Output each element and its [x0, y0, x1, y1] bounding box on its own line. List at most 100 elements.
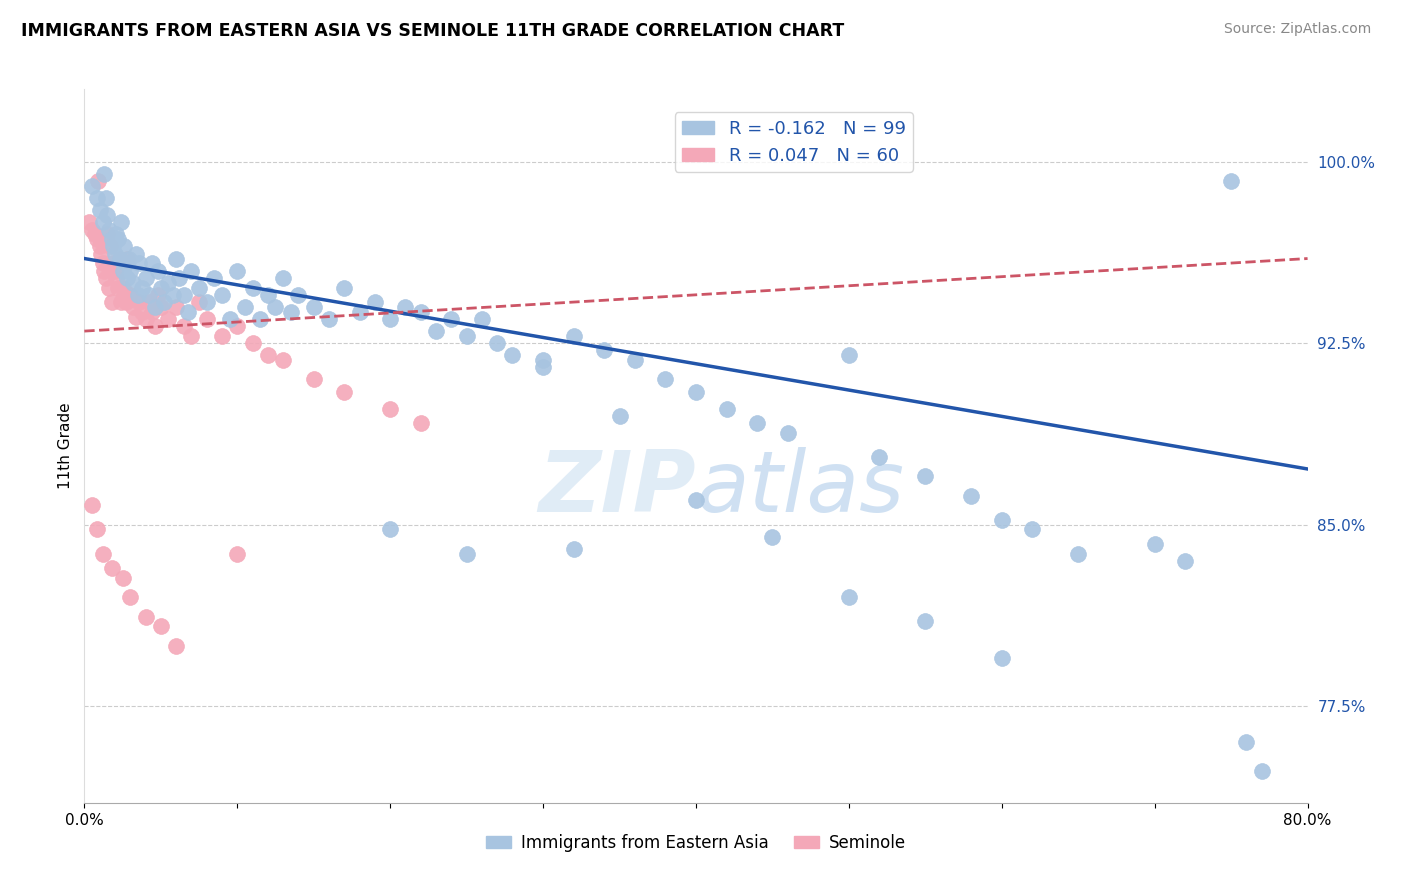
Point: [761, 530, 783, 544]
Point: [177, 304, 200, 318]
Point: [456, 547, 478, 561]
Point: [456, 329, 478, 343]
Point: [87, 174, 110, 188]
Point: [195, 312, 218, 326]
Point: [716, 401, 738, 416]
Point: [425, 324, 447, 338]
Point: [747, 416, 769, 430]
Point: [654, 372, 676, 386]
Point: [685, 493, 707, 508]
Point: [141, 256, 163, 270]
Point: [105, 271, 128, 285]
Point: [146, 288, 169, 302]
Point: [114, 256, 136, 270]
Point: [914, 469, 936, 483]
Point: [302, 372, 325, 386]
Point: [409, 304, 432, 318]
Point: [869, 450, 891, 464]
Point: [173, 288, 195, 302]
Point: [131, 280, 153, 294]
Point: [149, 280, 172, 294]
Point: [188, 280, 211, 294]
Point: [149, 619, 172, 633]
Point: [380, 312, 402, 326]
Point: [1021, 523, 1043, 537]
Point: [409, 416, 432, 430]
Point: [89, 239, 111, 253]
Point: [104, 246, 127, 260]
Point: [127, 288, 149, 302]
Point: [93, 167, 115, 181]
Point: [562, 541, 585, 556]
Point: [141, 304, 163, 318]
Point: [128, 295, 150, 310]
Point: [1143, 537, 1166, 551]
Point: [125, 246, 148, 260]
Point: [143, 300, 166, 314]
Point: [287, 288, 309, 302]
Point: [122, 276, 145, 290]
Point: [135, 271, 157, 285]
Point: [271, 353, 294, 368]
Point: [562, 329, 585, 343]
Point: [180, 263, 202, 277]
Point: [226, 263, 249, 277]
Point: [162, 288, 184, 302]
Point: [380, 523, 402, 537]
Point: [112, 239, 135, 253]
Point: [128, 256, 150, 270]
Point: [112, 288, 135, 302]
Point: [107, 280, 129, 294]
Point: [157, 276, 180, 290]
Point: [103, 256, 125, 270]
Point: [98, 239, 121, 253]
Point: [110, 295, 132, 310]
Text: IMMIGRANTS FROM EASTERN ASIA VS SEMINOLE 11TH GRADE CORRELATION CHART: IMMIGRANTS FROM EASTERN ASIA VS SEMINOLE…: [21, 22, 845, 40]
Point: [280, 304, 302, 318]
Point: [131, 304, 153, 318]
Point: [120, 263, 142, 277]
Point: [118, 252, 141, 266]
Point: [125, 310, 148, 324]
Point: [264, 300, 287, 314]
Point: [122, 300, 145, 314]
Point: [173, 319, 195, 334]
Text: ZIP: ZIP: [538, 447, 696, 531]
Point: [440, 312, 463, 326]
Point: [991, 650, 1014, 665]
Point: [211, 288, 233, 302]
Point: [91, 547, 114, 561]
Point: [77, 215, 100, 229]
Point: [1220, 174, 1243, 188]
Point: [624, 353, 647, 368]
Point: [838, 348, 860, 362]
Point: [114, 295, 136, 310]
Text: atlas: atlas: [696, 447, 904, 531]
Point: [138, 295, 160, 310]
Point: [1067, 547, 1090, 561]
Point: [105, 227, 128, 242]
Point: [257, 348, 280, 362]
Point: [115, 252, 138, 266]
Point: [104, 263, 127, 277]
Point: [101, 232, 124, 246]
Point: [91, 256, 114, 270]
Point: [80, 498, 103, 512]
Point: [257, 288, 280, 302]
Point: [685, 384, 707, 399]
Point: [226, 547, 249, 561]
Point: [960, 489, 983, 503]
Point: [486, 336, 509, 351]
Point: [80, 222, 103, 236]
Point: [108, 252, 131, 266]
Point: [226, 319, 249, 334]
Point: [84, 227, 107, 242]
Point: [167, 271, 190, 285]
Point: [101, 561, 124, 575]
Point: [609, 409, 631, 423]
Point: [86, 232, 108, 246]
Point: [97, 280, 120, 294]
Point: [991, 513, 1014, 527]
Point: [103, 239, 125, 253]
Point: [471, 312, 494, 326]
